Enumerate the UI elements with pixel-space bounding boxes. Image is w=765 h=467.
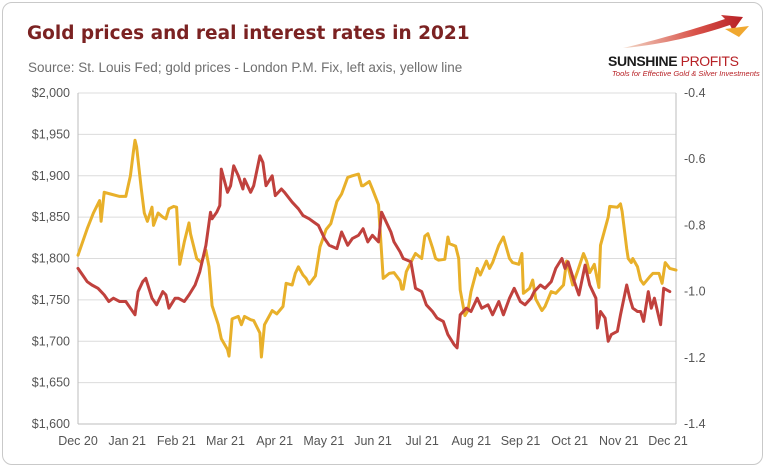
y-left-tick-label: $1,850 (32, 210, 70, 224)
x-tick-label: Mar 21 (206, 434, 245, 448)
x-tick-label: Jan 21 (108, 434, 146, 448)
x-tick-label: Dec 21 (648, 434, 688, 448)
rate-line (76, 154, 672, 350)
y-left-tick-label: $1,700 (32, 334, 70, 348)
brand-name-first: SUNSHINE (608, 53, 681, 69)
logo-swoosh-icon (623, 15, 749, 48)
y-right-tick-label: -1.2 (684, 351, 706, 365)
y-left-tick-label: $1,600 (32, 417, 70, 431)
x-tick-label: Jun 21 (354, 434, 392, 448)
x-tick-label: Sep 21 (501, 434, 541, 448)
y-axis-right: -1.4 -1.2 -1.0 -0.8 -0.6 -0.4 (684, 86, 706, 431)
x-tick-label: Jul 21 (405, 434, 438, 448)
y-left-tick-label: $1,900 (32, 169, 70, 183)
x-tick-label: Apr 21 (256, 434, 293, 448)
y-right-tick-label: -0.6 (684, 152, 706, 166)
chart-subtitle: Source: St. Louis Fed; gold prices - Lon… (28, 60, 463, 75)
y-left-tick-label: $2,000 (32, 86, 70, 100)
y-left-tick-label: $1,800 (32, 252, 70, 266)
brand-name: SUNSHINE PROFITS (608, 53, 739, 69)
x-tick-label: Oct 21 (551, 434, 588, 448)
y-right-tick-label: -0.8 (684, 218, 706, 232)
brand-name-second: PROFITS (680, 53, 739, 69)
y-left-tick-label: $1,950 (32, 127, 70, 141)
x-tick-label: Dec 20 (58, 434, 98, 448)
x-tick-label: May 21 (303, 434, 344, 448)
brand-tagline: Tools for Effective Gold & Silver Invest… (612, 69, 760, 78)
x-tick-label: Nov 21 (599, 434, 639, 448)
y-axis-left: $1,600 $1,650 $1,700 $1,750 $1,800 $1,850 $1,9… (32, 86, 70, 431)
y-right-tick-label: -1.4 (684, 417, 706, 431)
line-chart: $1,600 $1,650 $1,700 $1,750 $1,800 $1,850 $1,9… (32, 86, 706, 448)
y-right-tick-label: -1.0 (684, 285, 706, 299)
y-left-tick-label: $1,750 (32, 293, 70, 307)
x-tick-label: Feb 21 (157, 434, 196, 448)
series-lines (76, 138, 678, 359)
y-left-tick-label: $1,650 (32, 376, 70, 390)
x-axis: Dec 20 Jan 21 Feb 21 Mar 21 Apr 21 May 21 Jun … (58, 434, 688, 448)
plot-border (77, 93, 677, 425)
y-right-tick-label: -0.4 (684, 86, 706, 100)
gold-price-line (76, 138, 678, 359)
brand-logo: SUNSHINE PROFITS Tools for Effective Gol… (591, 15, 761, 79)
chart-title: Gold prices and real interest rates in 2… (27, 23, 470, 44)
x-tick-label: Aug 21 (452, 434, 492, 448)
